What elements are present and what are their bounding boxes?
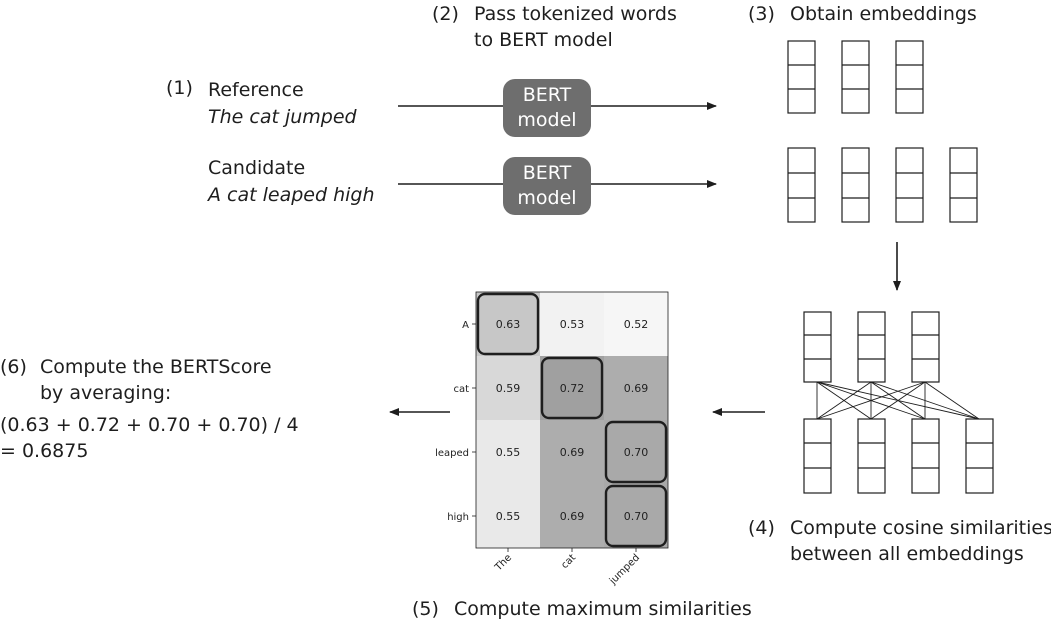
y-tick-label: A — [462, 320, 469, 331]
heatmap-cell — [476, 292, 540, 356]
max-similarity-highlight — [540, 356, 604, 420]
embedding-vector — [857, 311, 886, 383]
bert-box-line-1: BERT — [522, 84, 572, 106]
similarity-heatmap: 0.63 0.53 0.52 0.59 0.72 0.69 0.55 0.69 0.70 0.55… — [435, 291, 669, 587]
bert-model-candidate: BERT model — [503, 157, 591, 215]
embedding-vector — [965, 418, 994, 494]
heatmap-cell — [604, 292, 668, 356]
step-5-label: Compute maximum similarities — [454, 598, 752, 620]
x-tick-label: The — [492, 552, 514, 574]
embedding-vector — [841, 40, 870, 114]
similarity-graph-bottom-embeddings — [803, 418, 994, 494]
max-similarity-highlight — [604, 420, 668, 484]
bert-model-reference: BERT model — [503, 79, 591, 137]
step-3-number: (3) — [748, 3, 775, 25]
heatmap-cell — [540, 292, 604, 356]
heatmap-cell — [604, 420, 668, 484]
bertscore-result: = 0.6875 — [0, 440, 89, 462]
embedding-vector — [787, 40, 816, 114]
embedding-vector — [803, 311, 832, 383]
heatmap-cell — [540, 484, 604, 548]
heatmap-cell — [476, 484, 540, 548]
heatmap-cell-value: 0.63 — [496, 318, 521, 331]
step-1-number: (1) — [166, 77, 193, 99]
heatmap-cell — [476, 356, 540, 420]
step-6-line-1: Compute the BERTScore — [40, 356, 272, 378]
heatmap-cell-value: 0.72 — [560, 382, 585, 395]
embedding-vector — [895, 40, 924, 114]
heatmap-cell-value: 0.53 — [560, 318, 585, 331]
step-3-label: Obtain embeddings — [790, 3, 977, 25]
embedding-vector — [787, 147, 816, 223]
candidate-label: Candidate — [208, 157, 306, 179]
heatmap-cell-value: 0.69 — [560, 510, 585, 523]
heatmap-cell-value: 0.59 — [496, 382, 521, 395]
embedding-vector — [841, 147, 870, 223]
heatmap-cell — [604, 356, 668, 420]
step-6-number: (6) — [0, 356, 27, 378]
heatmap-cell-value: 0.55 — [496, 446, 521, 459]
step-2-line-2: to BERT model — [474, 29, 613, 51]
heatmap-cell-value: 0.52 — [624, 318, 649, 331]
similarity-graph-edges — [816, 381, 980, 420]
step-4-number: (4) — [748, 517, 775, 539]
candidate-embeddings — [787, 147, 978, 223]
heatmap-cell — [476, 420, 540, 484]
embedding-vector — [949, 147, 978, 223]
x-tick-label: jumped — [607, 552, 642, 587]
embedding-vector — [857, 418, 886, 494]
step-4-line-1: Compute cosine similarities — [790, 517, 1051, 539]
reference-label: Reference — [208, 79, 304, 101]
heatmap-cell-value: 0.70 — [624, 510, 649, 523]
step-2-line-1: Pass tokenized words — [474, 3, 677, 25]
bertscore-formula: (0.63 + 0.72 + 0.70 + 0.70) / 4 — [0, 414, 299, 436]
step-2-number: (2) — [432, 3, 459, 25]
heatmap-cell-value: 0.69 — [624, 382, 649, 395]
heatmap-cell-value: 0.69 — [560, 446, 585, 459]
y-tick-label: leaped — [435, 448, 469, 459]
embedding-vector — [803, 418, 832, 494]
step-6-line-2: by averaging: — [40, 382, 172, 404]
bert-box-line-2: model — [517, 109, 577, 131]
step-4-line-2: between all embeddings — [790, 543, 1024, 565]
similarity-graph-top-embeddings — [803, 311, 940, 383]
heatmap-cell — [604, 484, 668, 548]
max-similarity-highlight — [476, 292, 540, 356]
embedding-vector — [895, 147, 924, 223]
reference-sentence: The cat jumped — [208, 106, 357, 128]
y-tick-label: high — [447, 512, 469, 523]
y-tick-label: cat — [453, 384, 469, 395]
heatmap-cell-value: 0.55 — [496, 510, 521, 523]
bert-box-line-1: BERT — [522, 162, 572, 184]
step-5-number: (5) — [412, 598, 439, 620]
embedding-vector — [911, 418, 940, 494]
x-tick-label: cat — [559, 552, 578, 571]
candidate-sentence: A cat leaped high — [208, 184, 375, 206]
max-similarity-highlight — [604, 484, 668, 548]
heatmap-cell — [540, 420, 604, 484]
heatmap-cell-value: 0.70 — [624, 446, 649, 459]
embedding-vector — [911, 311, 940, 383]
reference-embeddings — [787, 40, 924, 114]
heatmap-cell — [540, 356, 604, 420]
bert-box-line-2: model — [517, 187, 577, 209]
